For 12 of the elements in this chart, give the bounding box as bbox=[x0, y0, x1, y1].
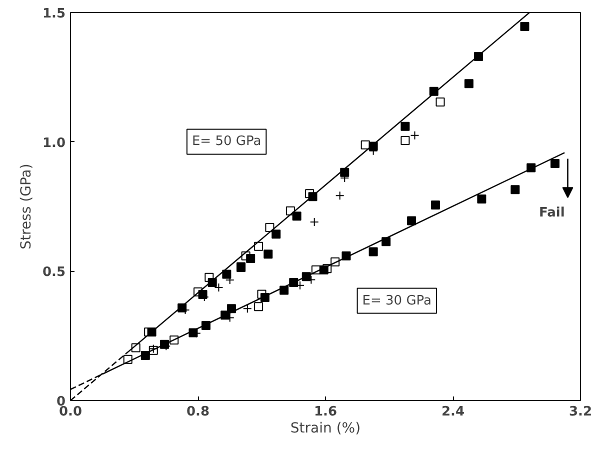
x-tick-label: 1.6 bbox=[314, 404, 338, 420]
y-axis-title: Stress (GPa) bbox=[18, 164, 34, 250]
annotation: E= 30 GPa bbox=[362, 293, 432, 308]
y-tick-label: 1.0 bbox=[42, 136, 66, 151]
x-tick-label: 0.8 bbox=[186, 404, 210, 420]
y-tick-label: 1.5 bbox=[42, 6, 66, 22]
y-tick-label: 0.5 bbox=[42, 265, 66, 280]
annotation: Fail bbox=[539, 206, 565, 221]
x-tick-label: 3.2 bbox=[568, 404, 592, 420]
annotation: E= 50 GPa bbox=[192, 134, 262, 150]
x-tick-label: 2.4 bbox=[441, 404, 465, 420]
x-axis-title: Strain (%) bbox=[290, 420, 361, 436]
